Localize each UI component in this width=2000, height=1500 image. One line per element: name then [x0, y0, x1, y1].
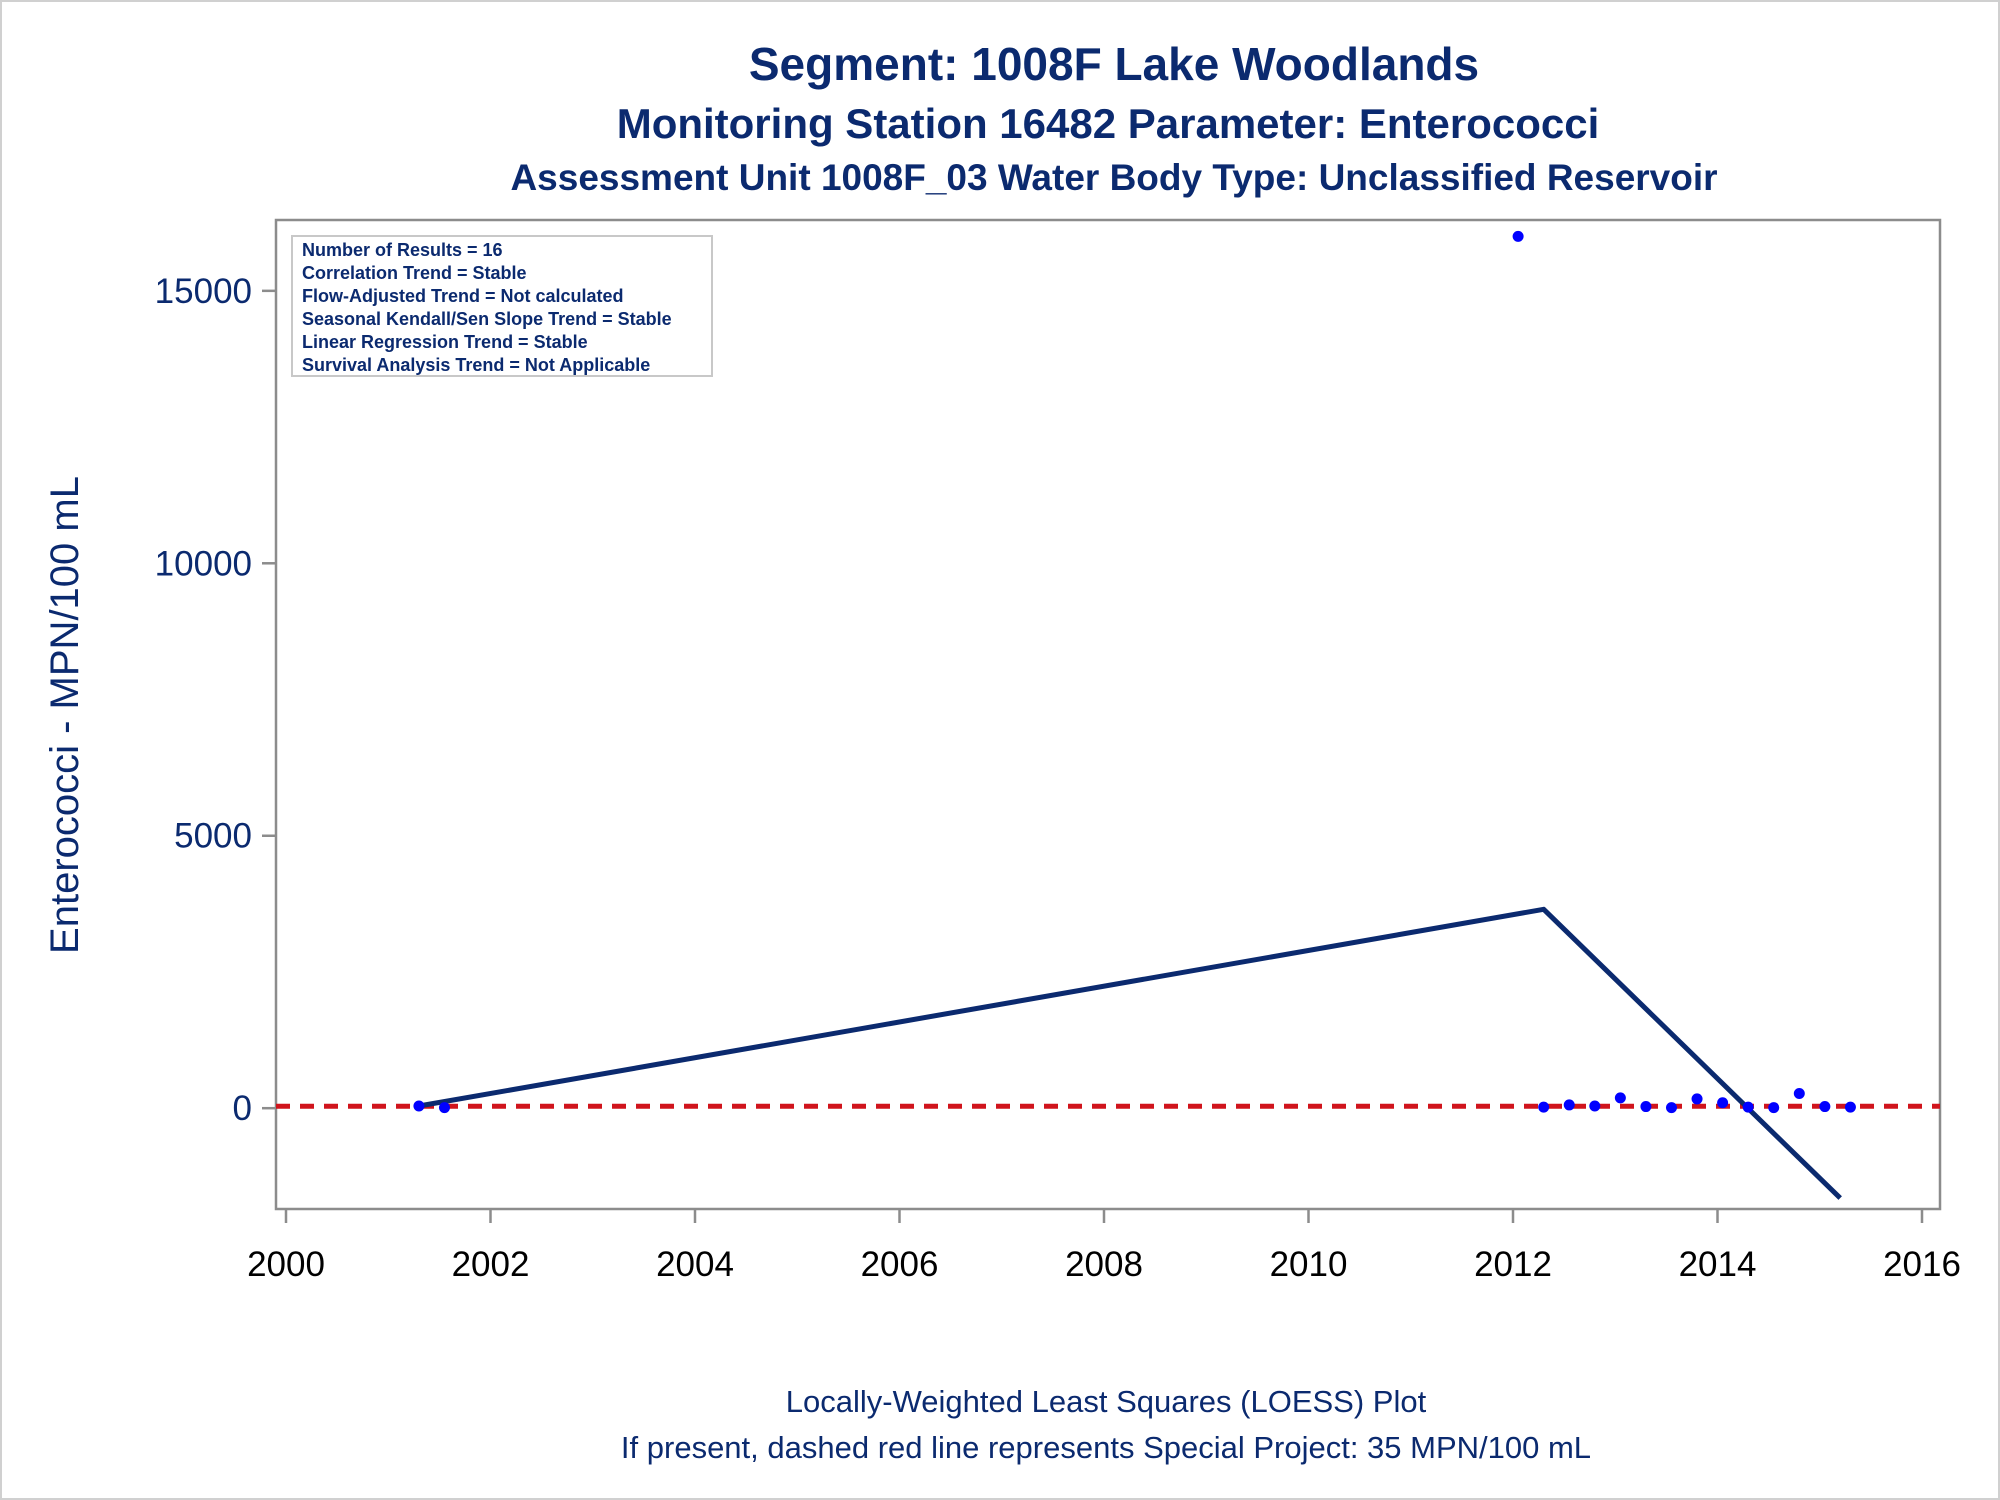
data-point — [1563, 1099, 1575, 1111]
x-tick-label: 2000 — [247, 1245, 325, 1284]
data-point — [1819, 1101, 1831, 1113]
x-axis: 2000 2002 2004 2006 2008 2010 2012 2014 2016 — [247, 1209, 1961, 1284]
y-axis-label: Enterococci - MPN/100 mL — [43, 476, 87, 954]
stat-line: Flow-Adjusted Trend = Not calculated — [302, 286, 624, 306]
data-point — [438, 1102, 450, 1114]
stat-line: Number of Results = 16 — [302, 240, 503, 260]
chart-subtitle: Monitoring Station 16482 Parameter: Ente… — [617, 100, 1600, 147]
stat-line: Seasonal Kendall/Sen Slope Trend = Stabl… — [302, 309, 672, 329]
x-tick-label: 2004 — [656, 1245, 734, 1284]
x-tick-label: 2014 — [1679, 1245, 1757, 1284]
data-point — [1512, 230, 1524, 242]
plot-area — [274, 218, 1942, 1211]
data-point — [1742, 1101, 1754, 1113]
loess-line — [418, 906, 1842, 1200]
y-tick-label: 0 — [233, 1089, 252, 1128]
loess-layer — [418, 906, 1842, 1200]
stats-box: Number of Results = 16 Correlation Trend… — [291, 235, 713, 377]
x-tick-label: 2010 — [1270, 1245, 1348, 1284]
data-point — [1717, 1097, 1729, 1109]
stat-line: Linear Regression Trend = Stable — [302, 332, 588, 352]
data-point — [1538, 1101, 1550, 1113]
footnote-2: If present, dashed red line represents S… — [621, 1430, 1591, 1465]
stat-line: Survival Analysis Trend = Not Applicable — [302, 355, 650, 375]
y-tick-label: 15000 — [155, 272, 252, 311]
data-point — [413, 1100, 425, 1112]
x-tick-label: 2016 — [1883, 1245, 1961, 1284]
x-tick-label: 2006 — [861, 1245, 939, 1284]
footnote-1: Locally-Weighted Least Squares (LOESS) P… — [786, 1384, 1427, 1419]
chart-subtitle-2: Assessment Unit 1008F_03 Water Body Type… — [510, 157, 1717, 198]
points-layer — [413, 230, 1856, 1114]
y-axis: 0 5000 10000 15000 — [155, 272, 276, 1128]
data-point — [1640, 1101, 1652, 1113]
data-point — [1844, 1101, 1856, 1113]
stat-line: Correlation Trend = Stable — [302, 263, 527, 283]
data-point — [1665, 1102, 1677, 1114]
y-tick-label: 10000 — [155, 544, 252, 583]
data-point — [1691, 1093, 1703, 1105]
chart-title: Segment: 1008F Lake Woodlands — [749, 38, 1479, 90]
data-point — [1589, 1100, 1601, 1112]
x-tick-label: 2008 — [1065, 1245, 1143, 1284]
stats-box-border — [291, 235, 713, 377]
x-tick-label: 2002 — [452, 1245, 530, 1284]
data-point — [1768, 1102, 1780, 1114]
data-point — [1614, 1092, 1626, 1104]
data-point — [1793, 1087, 1805, 1099]
y-tick-label: 5000 — [174, 817, 252, 856]
x-tick-label: 2012 — [1474, 1245, 1552, 1284]
